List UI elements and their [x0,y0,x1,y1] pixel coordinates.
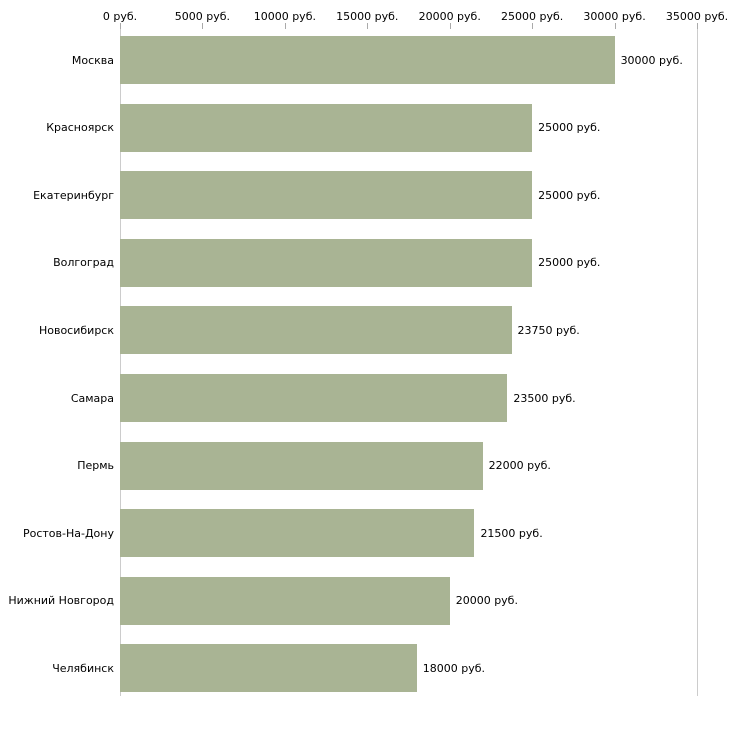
y-axis-line [120,29,121,696]
x-axis-tick-label: 20000 руб. [418,10,481,23]
x-axis-tick-label: 0 руб. [102,10,138,23]
bar [120,103,533,152]
value-label: 18000 руб. [422,661,485,675]
category-label: Пермь [77,459,114,473]
bar [120,36,615,84]
x-axis-tick-mark [202,23,204,29]
right-plot-border-line [697,29,698,696]
category-label: Москва [71,53,114,67]
value-label: 21500 руб. [480,526,543,540]
x-axis-tick-label: 5000 руб. [174,10,231,23]
bar [120,576,450,625]
value-label: 25000 руб. [538,256,601,270]
x-axis-tick-mark [120,23,121,29]
x-axis-tick-label: 10000 руб. [253,10,316,23]
value-label: 25000 руб. [538,121,601,135]
bar [120,238,533,287]
x-axis-tick-mark [614,23,616,29]
value-label: 30000 руб. [620,53,683,67]
value-label: 23750 руб. [517,323,580,337]
value-label: 23500 руб. [513,391,576,405]
category-label: Новосибирск [38,323,114,337]
bar [120,644,417,693]
bar [120,509,475,558]
category-label: Нижний Новгород [8,594,114,608]
x-axis-tick-label: 35000 руб. [665,10,729,23]
category-label: Волгоград [53,256,114,270]
bar [120,306,512,355]
category-label: Самара [70,391,114,405]
value-label: 25000 руб. [538,188,601,202]
category-label: Красноярск [46,121,114,135]
x-axis-tick-mark [367,23,369,29]
category-label: Екатеринбург [33,188,114,202]
bar [120,374,508,422]
x-axis-tick-label: 15000 руб. [336,10,399,23]
category-label: Челябинск [52,661,114,675]
value-label: 22000 руб. [488,459,551,473]
x-axis-tick-mark [532,23,534,29]
x-axis-tick-mark [449,23,451,29]
value-label: 20000 руб. [455,594,518,608]
x-axis-tick-mark [284,23,286,29]
bar [120,441,483,490]
x-axis-tick-mark [697,23,698,29]
bar [120,171,533,220]
x-axis-tick-label: 30000 руб. [583,10,646,23]
category-label: Ростов-На-Дону [22,526,114,540]
x-axis-tick-label: 25000 руб. [501,10,564,23]
